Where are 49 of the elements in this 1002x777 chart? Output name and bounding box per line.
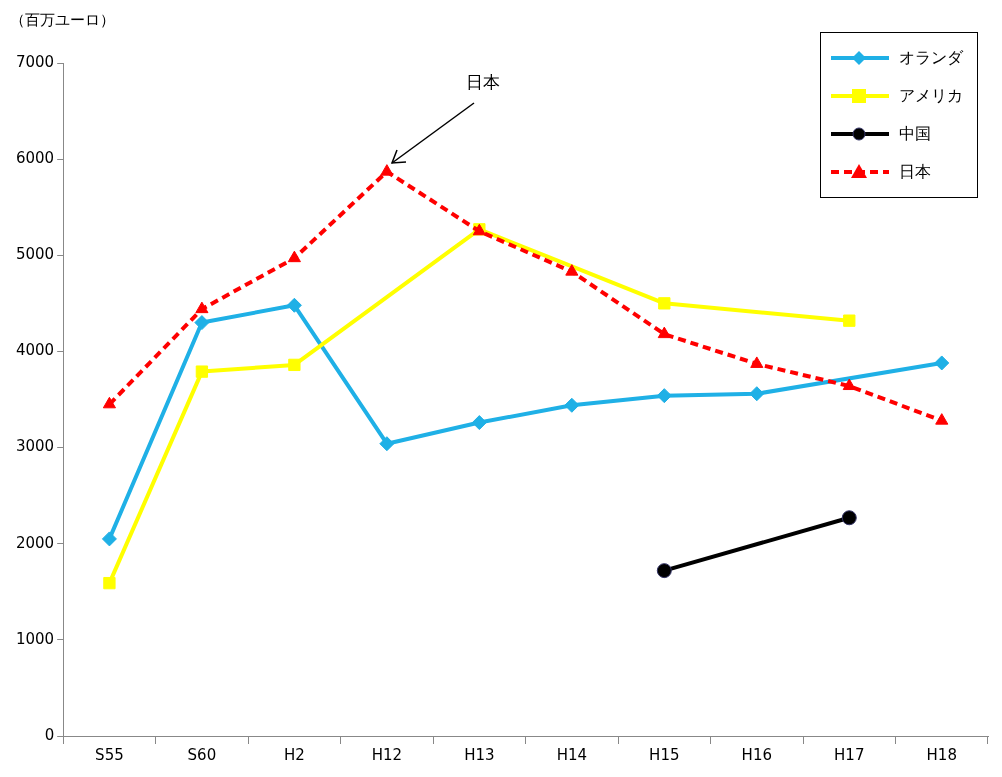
y-tick-label: 1000 bbox=[15, 629, 55, 648]
point bbox=[380, 164, 394, 176]
y-tick-label: 5000 bbox=[15, 245, 55, 264]
x-tick-label: H13 bbox=[464, 745, 495, 764]
point bbox=[564, 397, 580, 413]
point bbox=[656, 388, 672, 404]
x-tick-label: S60 bbox=[187, 745, 217, 764]
point bbox=[658, 297, 671, 310]
x-tick-label: H14 bbox=[556, 745, 588, 764]
legend-label: 日本 bbox=[899, 161, 931, 183]
point bbox=[656, 563, 672, 579]
point bbox=[471, 415, 487, 431]
x-tick-label: H12 bbox=[371, 745, 403, 764]
y-axis-title: （百万ユーロ） bbox=[10, 11, 115, 30]
point bbox=[841, 510, 857, 526]
point bbox=[842, 378, 856, 391]
legend-label: アメリカ bbox=[899, 85, 963, 107]
point bbox=[102, 396, 116, 409]
legend-label: 中国 bbox=[899, 123, 931, 145]
point bbox=[379, 436, 395, 452]
x-tick-label: H16 bbox=[741, 745, 772, 764]
point bbox=[934, 355, 950, 371]
x-tick-label: H15 bbox=[649, 745, 680, 764]
point bbox=[935, 413, 949, 425]
y-tick-label: 2000 bbox=[15, 533, 55, 552]
point bbox=[843, 314, 856, 327]
point bbox=[103, 576, 116, 590]
annotation: 日本 bbox=[466, 71, 501, 94]
y-tick-label: 7000 bbox=[15, 52, 55, 71]
point bbox=[101, 531, 117, 547]
point bbox=[286, 297, 302, 313]
x-tick-label: H17 bbox=[834, 745, 865, 764]
point bbox=[750, 356, 764, 368]
point bbox=[657, 326, 671, 339]
x-tick-label: H2 bbox=[283, 745, 305, 764]
point bbox=[565, 264, 579, 276]
point bbox=[195, 365, 209, 378]
point bbox=[288, 358, 301, 372]
legend-label: オランダ bbox=[899, 47, 963, 69]
x-tick-label: H18 bbox=[926, 745, 957, 764]
y-tick-label: 3000 bbox=[15, 437, 55, 456]
point bbox=[195, 301, 209, 314]
y-tick-label: 0 bbox=[44, 725, 55, 744]
x-tick-label: S55 bbox=[95, 745, 124, 764]
y-tick-label: 6000 bbox=[15, 149, 55, 168]
point bbox=[287, 250, 301, 263]
point bbox=[194, 315, 210, 331]
y-tick-label: 4000 bbox=[15, 341, 55, 360]
point bbox=[749, 386, 765, 402]
